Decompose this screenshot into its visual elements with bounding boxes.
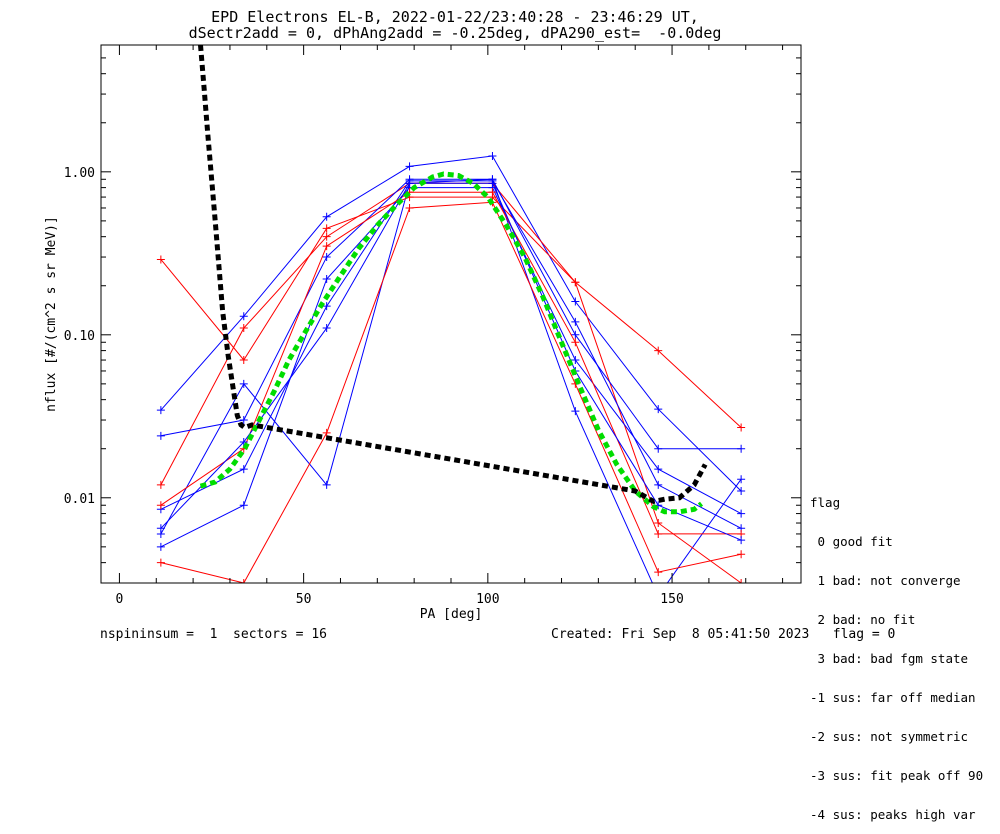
data-point bbox=[488, 188, 497, 197]
series-line bbox=[160, 187, 742, 548]
series-line bbox=[160, 182, 742, 541]
data-point bbox=[156, 406, 165, 415]
series-line bbox=[160, 196, 742, 428]
fit-curve-green bbox=[199, 171, 704, 515]
data-point bbox=[322, 232, 331, 241]
legend-title: flag bbox=[810, 495, 841, 510]
data-point bbox=[239, 501, 248, 510]
data-point bbox=[156, 501, 165, 510]
data-point bbox=[405, 162, 414, 171]
data-point bbox=[654, 568, 663, 577]
data-point bbox=[737, 475, 746, 484]
data-point bbox=[239, 437, 248, 446]
data-point bbox=[654, 480, 663, 489]
series-line bbox=[160, 182, 742, 583]
data-point bbox=[488, 152, 497, 161]
data-point bbox=[156, 542, 165, 551]
data-point bbox=[654, 405, 663, 414]
y-tick-label: 0.01 bbox=[64, 492, 95, 507]
data-point bbox=[405, 203, 414, 212]
data-point bbox=[654, 444, 663, 453]
data-point bbox=[654, 346, 663, 355]
data-point bbox=[156, 431, 165, 440]
x-tick-label: 100 bbox=[476, 592, 499, 607]
data-point bbox=[239, 356, 248, 365]
x-tick-label: 50 bbox=[296, 592, 312, 607]
footer-spin-info: nspininsum = 1 sectors = 16 bbox=[100, 627, 327, 642]
data-point bbox=[654, 519, 663, 528]
data-point bbox=[239, 465, 248, 474]
data-point bbox=[571, 407, 580, 416]
data-point bbox=[737, 550, 746, 559]
data-point bbox=[737, 579, 746, 583]
data-point bbox=[156, 524, 165, 533]
data-point bbox=[322, 274, 331, 283]
legend-item: 1 bad: not converge bbox=[810, 573, 961, 588]
data-point bbox=[654, 529, 663, 538]
data-point bbox=[156, 558, 165, 567]
data-point bbox=[737, 423, 746, 432]
data-point bbox=[239, 416, 248, 425]
data-point bbox=[571, 317, 580, 326]
data-point bbox=[322, 212, 331, 221]
data-point bbox=[239, 312, 248, 321]
legend-item: -4 sus: peaks high var bbox=[810, 807, 976, 822]
series-line bbox=[160, 191, 742, 535]
series-line bbox=[160, 201, 742, 583]
data-point bbox=[737, 536, 746, 545]
data-point bbox=[239, 379, 248, 388]
data-point bbox=[322, 324, 331, 333]
data-point bbox=[571, 356, 580, 365]
pitch-angle-chart: 0 50 100 150 0.01 0.10 1.00 PA [deg] nflux [#/(c… bbox=[44, 44, 802, 622]
data-point bbox=[322, 253, 331, 262]
legend-item: -1 sus: far off median bbox=[810, 690, 976, 705]
data-point bbox=[239, 579, 248, 583]
legend-item: -2 sus: not symmetric bbox=[810, 729, 969, 744]
data-point bbox=[322, 224, 331, 233]
series-line bbox=[160, 155, 742, 492]
chart-subtitle: dSectr2add = 0, dPhAng2add = -0.25deg, d… bbox=[188, 24, 722, 42]
x-tick-label: 150 bbox=[660, 592, 683, 607]
data-point bbox=[488, 179, 497, 188]
legend-item: -3 sus: fit peak off 90 bbox=[810, 768, 984, 783]
data-point bbox=[737, 509, 746, 518]
data-point bbox=[737, 444, 746, 453]
data-point bbox=[156, 480, 165, 489]
fit-curve-black bbox=[198, 45, 708, 505]
data-point bbox=[322, 302, 331, 311]
y-axis-label: nflux [#/(cm^2 s sr MeV)] bbox=[44, 216, 59, 412]
axes: 0 50 100 150 0.01 0.10 1.00 PA [deg] nflux [#/(c… bbox=[44, 44, 801, 622]
data-point bbox=[322, 480, 331, 489]
chart-title: EPD Electrons EL-B, 2022-01-22/23:40:28 … bbox=[211, 8, 699, 26]
plot-area bbox=[156, 45, 746, 583]
y-tick-label: 0.10 bbox=[64, 329, 95, 344]
data-point bbox=[322, 242, 331, 251]
data-point bbox=[239, 324, 248, 333]
y-tick-label: 1.00 bbox=[64, 166, 95, 181]
data-point bbox=[405, 179, 414, 188]
legend-item: 2 bad: no fit bbox=[810, 612, 916, 627]
series-line bbox=[160, 178, 742, 450]
series-line bbox=[160, 178, 742, 583]
data-point bbox=[156, 255, 165, 264]
data-point bbox=[654, 465, 663, 474]
data-point bbox=[571, 278, 580, 287]
legend-item: 3 bad: bad fgm state bbox=[810, 651, 969, 666]
data-point bbox=[737, 487, 746, 496]
series-line bbox=[160, 180, 742, 529]
data-point bbox=[571, 338, 580, 347]
x-axis-label: PA [deg] bbox=[420, 607, 483, 622]
flag-legend: flag 0 good fit 1 bad: not converge 2 ba… bbox=[810, 470, 983, 834]
footer-created-info: Created: Fri Sep 8 05:41:50 2023 flag = … bbox=[551, 627, 896, 642]
x-tick-label: 0 bbox=[116, 592, 124, 607]
legend-item: 0 good fit bbox=[810, 534, 893, 549]
data-point bbox=[571, 297, 580, 306]
data-point bbox=[571, 330, 580, 339]
